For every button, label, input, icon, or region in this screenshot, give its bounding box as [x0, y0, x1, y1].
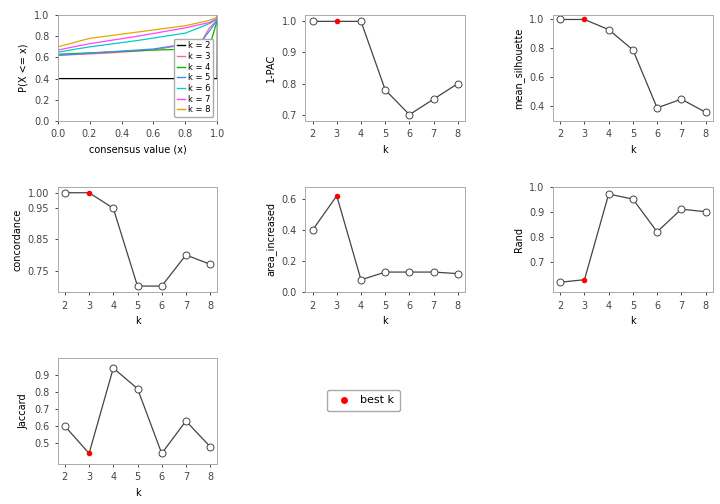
X-axis label: k: k	[630, 145, 636, 155]
X-axis label: k: k	[382, 145, 388, 155]
Y-axis label: P(X <= x): P(X <= x)	[18, 44, 28, 92]
X-axis label: k: k	[382, 316, 388, 326]
X-axis label: k: k	[135, 316, 140, 326]
Legend: k = 2, k = 3, k = 4, k = 5, k = 6, k = 7, k = 8: k = 2, k = 3, k = 4, k = 5, k = 6, k = 7…	[174, 39, 213, 117]
Legend: best k: best k	[327, 390, 400, 411]
X-axis label: consensus value (x): consensus value (x)	[89, 145, 186, 155]
X-axis label: k: k	[135, 487, 140, 497]
Y-axis label: 1-PAC: 1-PAC	[266, 54, 276, 82]
Y-axis label: area_increased: area_increased	[265, 203, 276, 276]
Y-axis label: mean_silhouette: mean_silhouette	[513, 27, 524, 109]
X-axis label: k: k	[630, 316, 636, 326]
Y-axis label: Rand: Rand	[514, 227, 523, 252]
Y-axis label: concordance: concordance	[12, 208, 22, 271]
Y-axis label: Jaccard: Jaccard	[18, 393, 28, 428]
